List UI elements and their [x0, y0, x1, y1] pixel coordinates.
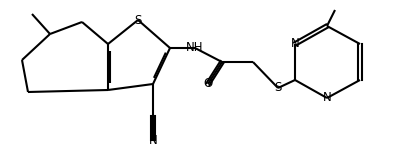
Text: S: S — [274, 81, 281, 94]
Text: N: N — [290, 37, 299, 51]
Text: O: O — [203, 77, 212, 91]
Text: NH: NH — [186, 41, 203, 54]
Text: N: N — [148, 133, 157, 146]
Text: S: S — [134, 13, 141, 27]
Text: N: N — [322, 92, 330, 104]
